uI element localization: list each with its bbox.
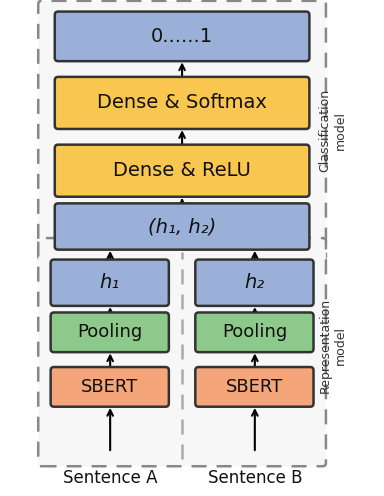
FancyBboxPatch shape — [195, 367, 313, 407]
Text: Pooling: Pooling — [222, 323, 287, 341]
FancyBboxPatch shape — [195, 259, 313, 306]
FancyBboxPatch shape — [55, 203, 310, 249]
Text: h₂: h₂ — [244, 273, 265, 292]
Text: Dense & Softmax: Dense & Softmax — [97, 93, 267, 113]
Text: SBERT: SBERT — [226, 378, 283, 396]
Text: Classification
model: Classification model — [319, 89, 346, 172]
FancyBboxPatch shape — [51, 312, 169, 352]
FancyBboxPatch shape — [55, 11, 310, 61]
Text: Sentence B: Sentence B — [208, 469, 302, 487]
FancyBboxPatch shape — [195, 312, 313, 352]
FancyBboxPatch shape — [55, 145, 310, 197]
FancyBboxPatch shape — [51, 367, 169, 407]
FancyBboxPatch shape — [38, 1, 326, 259]
Text: (h₁, h₂): (h₁, h₂) — [148, 217, 216, 236]
Text: h₁: h₁ — [99, 273, 120, 292]
FancyBboxPatch shape — [51, 259, 169, 306]
FancyBboxPatch shape — [55, 77, 310, 129]
Text: Pooling: Pooling — [77, 323, 142, 341]
Text: Sentence A: Sentence A — [63, 469, 157, 487]
Text: Dense & ReLU: Dense & ReLU — [113, 161, 251, 180]
FancyBboxPatch shape — [38, 238, 326, 466]
Text: 0......1: 0......1 — [151, 27, 213, 46]
Text: Representation
model: Representation model — [319, 298, 346, 393]
Text: SBERT: SBERT — [81, 378, 138, 396]
